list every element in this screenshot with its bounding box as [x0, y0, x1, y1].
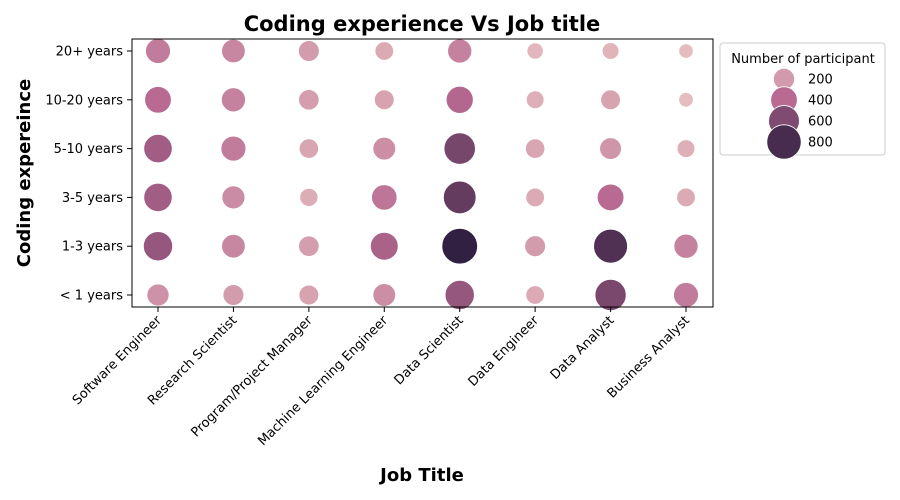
legend-label: 400: [808, 94, 833, 109]
y-tick-label: 1-3 years: [62, 240, 123, 255]
y-axis: 20+ years 10-20 years 5-10 years 3-5 years 1…: [45, 45, 132, 304]
data-point: [372, 283, 397, 307]
data-point: [298, 284, 320, 306]
data-point: [525, 285, 545, 305]
data-point: [594, 278, 627, 312]
data-point: [298, 40, 320, 62]
size-legend: Number of participant 200 400 600 800: [719, 42, 886, 160]
data-point: [372, 136, 397, 161]
data-point: [600, 89, 621, 111]
legend-marker: [766, 124, 802, 160]
data-point: [443, 132, 476, 165]
data-point: [299, 187, 319, 207]
legend-frame: [719, 42, 886, 156]
data-point: [601, 42, 620, 60]
x-tick-label: Data Engineer: [466, 313, 543, 390]
data-point: [298, 138, 319, 159]
x-tick-label: Machine Learning Engineer: [255, 313, 391, 449]
data-point: [143, 133, 173, 164]
data-point: [369, 231, 399, 261]
data-point: [445, 85, 474, 114]
data-point: [525, 138, 546, 159]
chart-title: Coding experience Vs Job title: [244, 12, 601, 36]
data-point: [221, 38, 246, 64]
data-point: [678, 43, 694, 59]
data-point: [525, 187, 545, 208]
plot-frame: [131, 38, 714, 308]
data-point: [526, 42, 544, 60]
y-tick-label: 5-10 years: [54, 142, 124, 157]
x-tick-label: Business Analyst: [605, 313, 693, 401]
data-point: [298, 89, 320, 111]
data-point: [146, 283, 170, 307]
plot-layer: [142, 38, 699, 312]
y-tick-label: 3-5 years: [62, 191, 123, 206]
y-axis-title: Coding expereince: [14, 79, 35, 267]
data-point: [524, 235, 546, 258]
data-point: [221, 185, 246, 210]
data-point: [447, 38, 473, 64]
x-tick-label: Data Scientist: [392, 313, 467, 388]
data-point: [673, 233, 699, 259]
x-tick-label: Data Analyst: [548, 313, 618, 383]
data-point: [676, 187, 696, 208]
data-point: [442, 180, 477, 215]
legend-label: 800: [808, 136, 833, 151]
data-point: [596, 183, 625, 212]
legend-label: 600: [808, 115, 833, 130]
data-point: [676, 139, 696, 158]
data-point: [593, 228, 628, 264]
data-point: [373, 89, 395, 111]
x-axis-title: Job Title: [378, 465, 464, 486]
y-tick-label: 20+ years: [56, 45, 124, 60]
data-point: [678, 92, 694, 108]
legend-title: Number of participant: [731, 52, 875, 67]
data-point: [142, 231, 174, 262]
data-point: [220, 135, 247, 162]
data-point: [144, 86, 172, 114]
data-point: [298, 235, 320, 257]
x-tick-label: Program/Project Manager: [189, 313, 317, 441]
data-point: [221, 233, 246, 259]
data-point: [441, 227, 478, 265]
data-point: [222, 284, 245, 306]
data-point: [143, 182, 173, 213]
data-point: [371, 184, 398, 211]
data-point: [599, 137, 622, 160]
data-point: [145, 38, 171, 64]
data-point: [525, 90, 545, 110]
y-tick-label: < 1 years: [60, 289, 123, 304]
data-point: [444, 279, 475, 311]
data-point: [673, 282, 699, 308]
data-point: [374, 41, 395, 61]
data-point: [220, 87, 246, 113]
legend-label: 200: [808, 73, 833, 88]
y-tick-label: 10-20 years: [45, 93, 123, 108]
